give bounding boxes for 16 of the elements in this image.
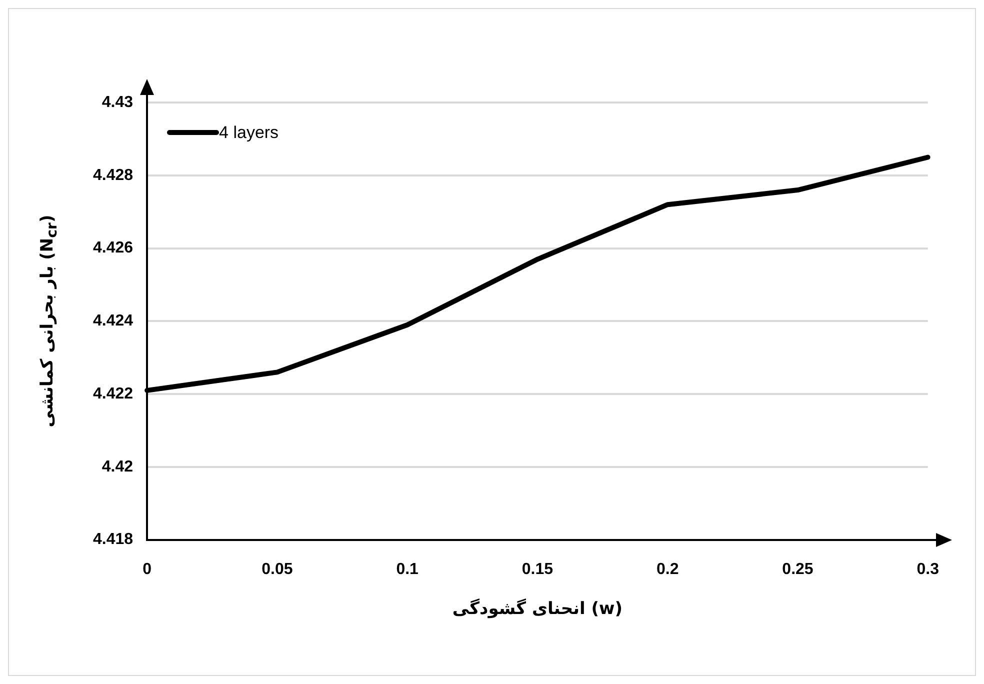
y-tick-label: 4.43 xyxy=(102,94,134,112)
y-tick-label: 4.424 xyxy=(92,312,134,330)
x-tick-label: 0.25 xyxy=(782,560,814,578)
x-tick-label: 0.15 xyxy=(522,560,554,578)
x-tick-label: 0.3 xyxy=(916,560,940,578)
legend-label: 4 layers xyxy=(219,122,279,143)
y-tick-label: 4.42 xyxy=(102,458,134,476)
x-tick-label: 0 xyxy=(142,560,152,578)
y-tick-label: 4.428 xyxy=(92,166,134,184)
x-tick-label: 0.1 xyxy=(396,560,419,578)
y-tick-label: 4.422 xyxy=(92,385,134,402)
x-tick-label: 0.05 xyxy=(262,560,293,578)
x-tick-label: 0.2 xyxy=(656,560,679,578)
y-tick-label: 4.426 xyxy=(92,240,134,257)
y-tick-label: 4.418 xyxy=(92,531,134,548)
x-axis-title: انحنای گشودگی (w) xyxy=(451,599,624,619)
